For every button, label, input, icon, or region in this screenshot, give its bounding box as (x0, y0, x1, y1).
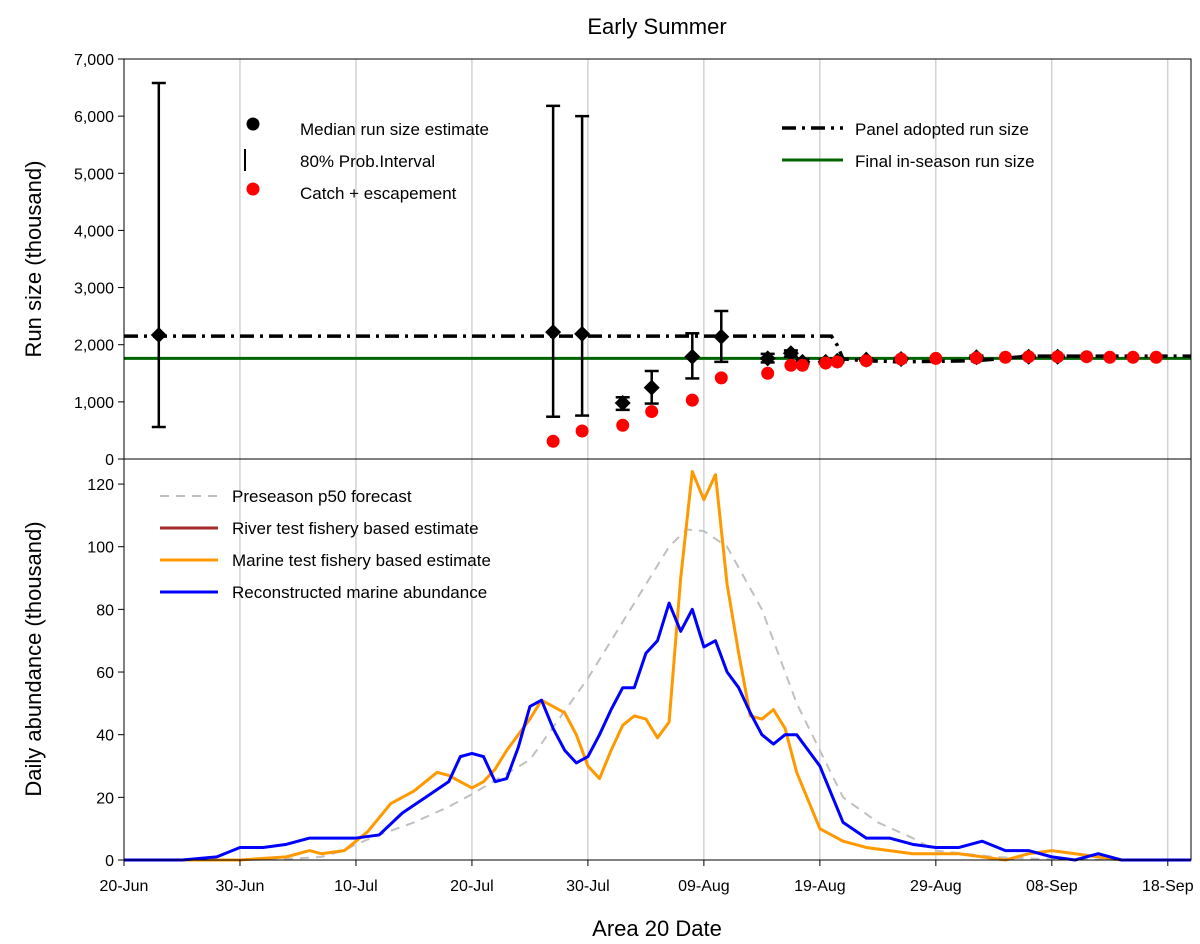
catch-escapement-point (969, 351, 983, 365)
median-estimate-point (713, 328, 730, 345)
reconstructed-abundance-line (124, 601, 1191, 862)
median-estimate-point (150, 327, 167, 343)
top-y-tick-label: 1,000 (74, 395, 114, 412)
x-tick-label: 29-Aug (910, 878, 962, 895)
top-series (124, 81, 1191, 448)
legend-left-label: 80% Prob.Interval (300, 152, 435, 171)
x-axis-title: Area 20 Date (592, 916, 722, 941)
x-tick-label: 08-Sep (1026, 878, 1078, 895)
bottom-axes: 0 20 40 60 80 100 120 20-Jun 30-Jun 10-Jul 20-Jul 3… (87, 458, 1194, 895)
x-tick-label: 18-Sep (1142, 878, 1194, 895)
legend-right-label: Panel adopted run size (855, 120, 1029, 139)
bottom-y-tick-label: 120 (87, 477, 114, 494)
marine-estimate-line (124, 470, 1191, 862)
bottom-y-axis-title: Daily abundance (thousand) (21, 521, 46, 796)
bottom-legend: Preseason p50 forecast River test fishery… (160, 487, 491, 602)
top-axes: 0 1,000 2,000 3,000 4,000 5,000 6,000 7,000 (74, 52, 1192, 469)
legend-left-label: Catch + escapement (300, 184, 457, 203)
bottom-y-tick-label: 60 (96, 665, 114, 682)
x-tick-label: 30-Jul (566, 878, 610, 895)
legend-catch-marker (246, 182, 260, 196)
top-panel: 0 1,000 2,000 3,000 4,000 5,000 6,000 7,000 Med… (74, 52, 1192, 469)
catch-escapement-point (1103, 350, 1117, 364)
bottom-y-tick-label: 40 (96, 728, 114, 745)
median-estimate-point (545, 324, 562, 341)
preseason-forecast-line (124, 528, 1192, 861)
catch-escapement-point (575, 424, 589, 438)
top-legend: Median run size estimate 80% Prob.Interva… (244, 117, 1035, 203)
bottom-grid (239, 459, 1169, 860)
legend-bottom-label: Preseason p50 forecast (232, 487, 412, 506)
legend-right-label: Final in-season run size (855, 152, 1035, 171)
top-y-tick-label: 7,000 (74, 52, 114, 69)
median-estimate-point (614, 395, 631, 411)
catch-escapement-point (894, 352, 908, 366)
catch-escapement-point (859, 354, 873, 368)
bottom-y-tick-label: 0 (105, 853, 114, 870)
catch-escapement-point (1080, 350, 1094, 364)
top-y-tick-label: 4,000 (74, 223, 114, 240)
top-y-tick-label: 0 (105, 452, 114, 469)
catch-escapement-point (1149, 350, 1163, 364)
legend-bottom-label: River test fishery based estimate (232, 519, 479, 538)
catch-escapement-point (819, 356, 833, 370)
x-tick-label: 09-Aug (678, 878, 730, 895)
catch-escapement-point (645, 405, 659, 419)
median-estimate-point (684, 348, 701, 365)
catch-escapement-point (761, 366, 775, 380)
x-tick-label: 20-Jul (450, 878, 494, 895)
catch-escapement-point (830, 355, 844, 369)
x-tick-label: 19-Aug (794, 878, 846, 895)
bottom-y-tick-label: 100 (87, 540, 114, 557)
catch-escapement-point (784, 358, 798, 372)
top-grid (239, 59, 1169, 459)
catch-escapement-point (929, 351, 943, 365)
top-y-tick-label: 5,000 (74, 166, 114, 183)
catch-escapement-point (714, 371, 728, 385)
legend-bottom-label: Marine test fishery based estimate (232, 551, 491, 570)
x-tick-label: 30-Jun (216, 878, 265, 895)
median-estimate-point (759, 350, 776, 367)
top-plot-frame (123, 58, 1192, 460)
catch-escapement-point (1051, 350, 1065, 364)
top-y-tick-label: 3,000 (74, 281, 114, 298)
catch-escapement-point (546, 434, 560, 448)
median-estimate-point (643, 379, 660, 396)
catch-escapement-point (616, 418, 630, 432)
bottom-y-tick-label: 80 (96, 602, 114, 619)
catch-escapement-point (1022, 350, 1036, 364)
x-tick-label: 10-Jul (334, 878, 378, 895)
catch-escapement-point (685, 393, 699, 407)
bottom-panel: 0 20 40 60 80 100 120 20-Jun 30-Jun 10-Jul 20-Jul 3… (87, 458, 1194, 895)
top-y-tick-label: 6,000 (74, 109, 114, 126)
top-y-axis-title: Run size (thousand) (21, 161, 46, 358)
chart-title: Early Summer (587, 14, 726, 39)
bottom-y-tick-label: 20 (96, 790, 114, 807)
legend-median-marker (246, 117, 260, 131)
x-tick-label: 20-Jun (100, 878, 149, 895)
catch-escapement-point (1126, 350, 1140, 364)
median-estimate-point (574, 325, 591, 342)
top-y-tick-label: 2,000 (74, 338, 114, 355)
legend-bottom-label: Reconstructed marine abundance (232, 583, 487, 602)
legend-left-label: Median run size estimate (300, 120, 489, 139)
catch-escapement-point (795, 358, 809, 372)
catch-escapement-point (998, 350, 1012, 364)
bottom-plot-frame (123, 458, 1192, 861)
median-estimate-point (782, 345, 799, 362)
